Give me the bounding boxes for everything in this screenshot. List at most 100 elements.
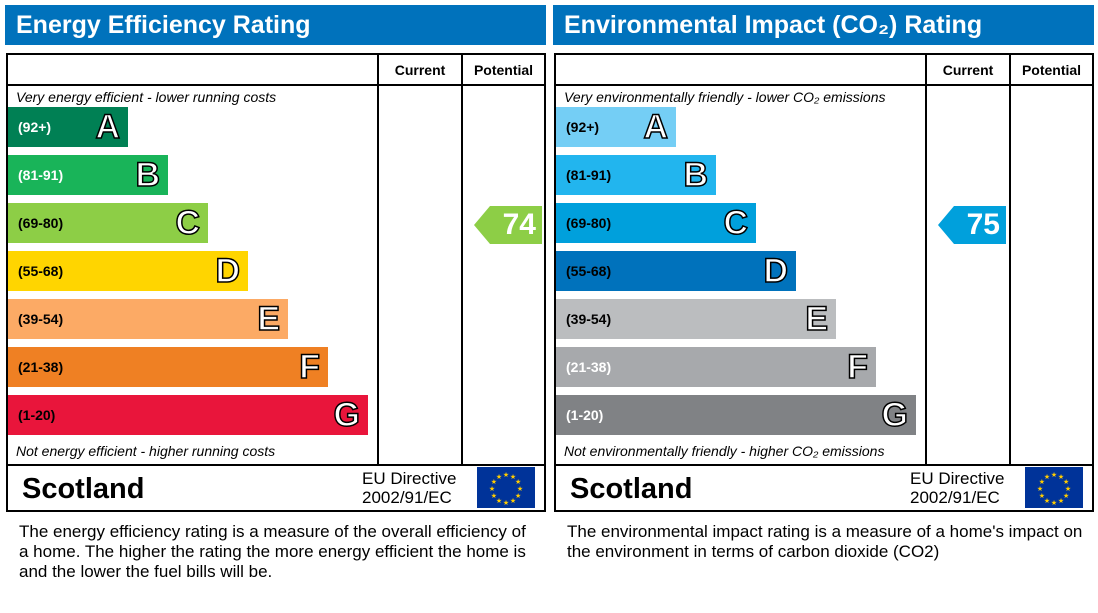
country-label: Scotland (570, 473, 693, 505)
svg-text:★: ★ (510, 497, 516, 505)
bottom-note: Not energy efficient - higher running co… (16, 443, 276, 459)
band-range: (21-38) (18, 359, 64, 375)
band-range: (92+) (18, 119, 52, 135)
current-rating-value: 75 (966, 208, 1000, 241)
band-bar-c: (69-80) C (556, 203, 756, 243)
panel-title: Energy Efficiency Rating (5, 5, 546, 45)
band-range: (21-38) (566, 359, 612, 375)
band-bar-b: (81-91) B (8, 155, 168, 195)
band-range: (1-20) (18, 407, 56, 423)
svg-text:★: ★ (517, 485, 523, 493)
band-bar-g: (1-20) G (556, 395, 916, 435)
panel-title: Environmental Impact (CO₂) Rating (553, 5, 1094, 45)
svg-text:★: ★ (1039, 478, 1045, 486)
rating-description: The energy efficiency rating is a measur… (19, 522, 526, 581)
svg-text:★: ★ (503, 499, 509, 507)
column-divider (925, 55, 927, 465)
environmental-impact-panel: Environmental Impact (CO₂) Rating Current… (548, 0, 1096, 613)
column-divider (377, 55, 379, 465)
footer-divider (556, 464, 1092, 466)
potential-rating-arrow: 74 (474, 206, 542, 244)
svg-text:★: ★ (1065, 485, 1071, 493)
column-header-potential: Potential (1021, 62, 1082, 78)
rating-table: Current Potential Very environmentally fri… (554, 53, 1094, 512)
band-letter: E (257, 299, 281, 339)
svg-text:★: ★ (1058, 473, 1064, 481)
band-letter: B (135, 155, 161, 195)
band-range: (39-54) (566, 311, 612, 327)
band-bar-e: (39-54) E (556, 299, 836, 339)
eu-flag-icon: ★ ★ ★ ★ ★ ★ ★ ★ ★ ★ ★ ★ (477, 467, 535, 508)
svg-text:★: ★ (496, 497, 502, 505)
directive-line2: 2002/91/EC (362, 488, 452, 507)
svg-text:★: ★ (1037, 485, 1043, 493)
svg-text:★: ★ (515, 492, 521, 500)
svg-text:★: ★ (503, 471, 509, 479)
band-range: (39-54) (18, 311, 64, 327)
eu-directive: EU Directive 2002/91/EC (910, 469, 1004, 507)
band-bar-g: (1-20) G (8, 395, 368, 435)
country-label: Scotland (22, 473, 145, 505)
svg-text:★: ★ (489, 485, 495, 493)
band-bar-b: (81-91) B (556, 155, 716, 195)
band-letter: E (805, 299, 829, 339)
band-range: (69-80) (566, 215, 612, 231)
directive-line1: EU Directive (910, 469, 1005, 488)
svg-text:★: ★ (1063, 478, 1069, 486)
band-letter: D (215, 251, 241, 291)
band-bar-d: (55-68) D (8, 251, 248, 291)
rating-table: Current Potential Very energy efficient - … (6, 53, 546, 512)
band-letter: A (95, 107, 121, 147)
band-bar-e: (39-54) E (8, 299, 288, 339)
band-letter: G (881, 395, 909, 435)
band-range: (92+) (566, 119, 600, 135)
band-letter: C (175, 203, 201, 243)
svg-text:★: ★ (1051, 499, 1057, 507)
top-note: Very energy efficient - lower running co… (16, 89, 277, 105)
directive-line2: 2002/91/EC (910, 488, 1000, 507)
directive-line1: EU Directive (362, 469, 457, 488)
band-bar-a: (92+) A (8, 107, 128, 147)
svg-text:★: ★ (1044, 473, 1050, 481)
column-divider (1009, 55, 1011, 465)
band-letter: G (333, 395, 361, 435)
band-letter: F (846, 347, 868, 387)
band-range: (81-91) (566, 167, 612, 183)
band-letter: D (763, 251, 789, 291)
band-letter: A (643, 107, 669, 147)
band-letter: C (723, 203, 749, 243)
band-range: (81-91) (18, 167, 64, 183)
footer-divider (8, 464, 544, 466)
bottom-note: Not environmentally friendly - higher CO… (564, 443, 885, 459)
band-letter: F (298, 347, 320, 387)
band-range: (55-68) (18, 263, 64, 279)
band-range: (69-80) (18, 215, 64, 231)
svg-text:★: ★ (1039, 492, 1045, 500)
band-bar-f: (21-38) F (8, 347, 328, 387)
svg-text:★: ★ (1058, 497, 1064, 505)
band-bar-d: (55-68) D (556, 251, 796, 291)
svg-text:★: ★ (1063, 492, 1069, 500)
header-divider (8, 84, 544, 86)
column-header-potential: Potential (473, 62, 534, 78)
column-header-current: Current (394, 62, 446, 78)
band-letter: B (683, 155, 709, 195)
svg-text:★: ★ (496, 473, 502, 481)
svg-text:★: ★ (1051, 471, 1057, 479)
energy-efficiency-panel: Energy Efficiency Rating Current Potential… (0, 0, 548, 613)
band-bar-c: (69-80) C (8, 203, 208, 243)
svg-text:★: ★ (510, 473, 516, 481)
eu-flag-icon: ★ ★ ★ ★ ★ ★ ★ ★ ★ ★ ★ ★ (1025, 467, 1083, 508)
potential-rating-value: 74 (502, 208, 536, 241)
band-bar-f: (21-38) F (556, 347, 876, 387)
svg-text:★: ★ (491, 492, 497, 500)
top-note: Very environmentally friendly - lower CO… (564, 89, 886, 105)
current-rating-arrow: 75 (938, 206, 1006, 244)
column-divider (461, 55, 463, 465)
band-range: (55-68) (566, 263, 612, 279)
band-bar-a: (92+) A (556, 107, 676, 147)
band-range: (1-20) (566, 407, 604, 423)
svg-text:★: ★ (515, 478, 521, 486)
column-header-current: Current (942, 62, 994, 78)
eu-directive: EU Directive 2002/91/EC (362, 469, 456, 507)
